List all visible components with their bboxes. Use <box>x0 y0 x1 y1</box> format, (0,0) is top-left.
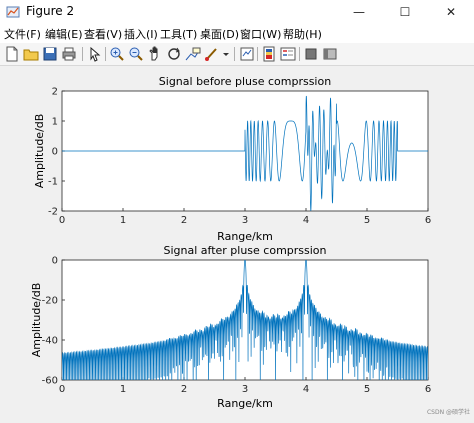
figure-plots: Signal before pluse comprssion Range/km … <box>30 75 470 416</box>
toolbar-separator <box>257 47 258 61</box>
toolbar-separator <box>82 47 83 61</box>
maximize-button[interactable]: ☐ <box>399 5 411 19</box>
bottom-x-tick-label: 0 <box>59 384 65 395</box>
top-x-axis-label: Range/km <box>217 230 273 243</box>
bottom-x-axis-label: Range/km <box>217 397 273 410</box>
menu-edit[interactable]: 编辑(E) <box>45 28 83 41</box>
menu-window[interactable]: 窗口(W) <box>240 28 282 41</box>
menu-view[interactable]: 查看(V) <box>84 28 123 41</box>
watermark: CSDN @硕学社 <box>427 408 470 416</box>
toolbar-separator <box>299 47 300 61</box>
bottom-y-tick-label: -40 <box>42 336 58 347</box>
link-plot-icon[interactable] <box>239 46 255 62</box>
brush-icon[interactable] <box>204 46 220 62</box>
top-axes[interactable]: Signal before pluse comprssion Range/km … <box>33 75 431 243</box>
toolbar-separator <box>234 47 235 61</box>
bottom-x-tick-label: 2 <box>181 384 187 395</box>
top-y-tick-label: 0 <box>52 147 58 158</box>
top-chart-title: Signal before pluse comprssion <box>159 75 331 88</box>
menu-help[interactable]: 帮助(H) <box>283 28 322 41</box>
top-y-tick-label: -2 <box>48 207 58 218</box>
pointer-icon[interactable] <box>87 46 103 62</box>
pan-icon[interactable] <box>147 46 163 62</box>
bottom-series-line <box>62 260 428 380</box>
bottom-x-tick-label: 6 <box>425 384 431 395</box>
top-x-tick-label: 0 <box>59 215 65 226</box>
top-x-tick-label: 6 <box>425 215 431 226</box>
show-plot-tools-icon[interactable] <box>322 46 338 62</box>
new-figure-icon[interactable] <box>4 46 20 62</box>
bottom-axes[interactable]: Signal after pluse comprssion Range/km A… <box>30 244 431 410</box>
figure-toolbar <box>0 43 474 66</box>
bottom-x-tick-label: 4 <box>303 384 309 395</box>
rotate-3d-icon[interactable] <box>166 46 182 62</box>
bottom-x-tick-label: 5 <box>364 384 370 395</box>
top-x-tick-label: 4 <box>303 215 309 226</box>
bottom-y-tick-label: -20 <box>42 296 58 307</box>
top-y-tick-label: 1 <box>52 117 58 128</box>
bottom-y-axis-label: Amplitude/dB <box>30 283 43 358</box>
zoom-in-icon[interactable] <box>109 46 125 62</box>
toolbar-separator <box>105 47 106 61</box>
menu-tools[interactable]: 工具(T) <box>160 28 198 41</box>
top-x-tick-label: 1 <box>120 215 126 226</box>
top-x-tick-label: 2 <box>181 215 187 226</box>
menu-insert[interactable]: 插入(I) <box>124 28 158 41</box>
top-x-tick-label: 5 <box>364 215 370 226</box>
menu-desktop[interactable]: 桌面(D) <box>200 28 240 41</box>
bottom-y-tick-label: 0 <box>52 256 58 267</box>
save-icon[interactable] <box>42 46 58 62</box>
close-button[interactable]: ✕ <box>445 5 457 19</box>
window-title: Figure 2 <box>26 4 75 18</box>
matlab-figure-icon <box>6 6 20 18</box>
brush-dropdown-icon[interactable] <box>222 46 230 62</box>
hide-plot-tools-icon[interactable] <box>303 46 319 62</box>
zoom-out-icon[interactable] <box>128 46 144 62</box>
menu-file[interactable]: 文件(F) <box>4 28 41 41</box>
window-titlebar: Figure 2 — ☐ ✕ <box>0 0 474 24</box>
bottom-y-tick-label: -60 <box>42 376 58 387</box>
insert-legend-icon[interactable] <box>280 46 296 62</box>
minimize-button[interactable]: — <box>353 5 365 19</box>
top-y-tick-label: -1 <box>48 177 58 188</box>
bottom-chart-title: Signal after pluse comprssion <box>163 244 326 257</box>
bottom-x-tick-label: 1 <box>120 384 126 395</box>
print-icon[interactable] <box>61 46 77 62</box>
top-y-axis-label: Amplitude/dB <box>33 114 46 189</box>
figure-canvas: Signal before pluse comprssion Range/km … <box>0 66 474 419</box>
insert-colorbar-icon[interactable] <box>261 46 277 62</box>
top-x-tick-label: 3 <box>242 215 248 226</box>
data-cursor-icon[interactable] <box>185 46 201 62</box>
top-y-tick-label: 2 <box>52 87 58 98</box>
menu-bar: 文件(F) 编辑(E) 查看(V) 插入(I) 工具(T) 桌面(D) 窗口(W… <box>0 24 474 43</box>
open-file-icon[interactable] <box>23 46 39 62</box>
bottom-x-tick-label: 3 <box>242 384 248 395</box>
top-series-line <box>62 95 428 211</box>
